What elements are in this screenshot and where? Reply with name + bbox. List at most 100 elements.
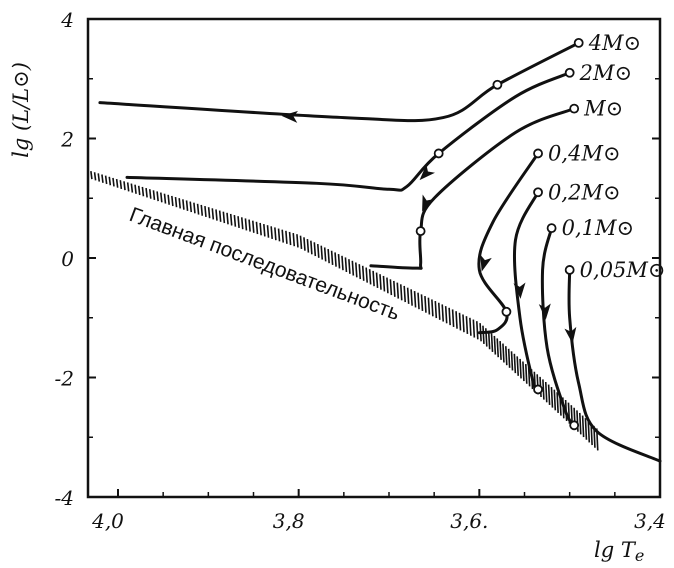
main-sequence-hatch: [123, 181, 126, 191]
main-sequence-hatch: [337, 254, 341, 269]
main-sequence-hatch: [303, 237, 306, 251]
track-arrow: [564, 326, 577, 344]
track-marker: [433, 148, 444, 159]
main-sequence-hatch: [475, 321, 479, 340]
main-sequence-hatch: [104, 175, 108, 185]
main-sequence-hatch: [341, 255, 344, 271]
track-marker: [546, 223, 557, 234]
main-sequence-hatch: [259, 222, 262, 236]
main-sequence-hatch: [288, 231, 292, 246]
evolutionary-tracks: 4M⊙ 2M⊙ M⊙ 0,4M⊙ 0,2M⊙ 0,1M⊙ 0,05M⊙: [98, 31, 666, 463]
main-sequence-hatch: [145, 187, 148, 198]
track-6: 0,05M⊙: [564, 258, 666, 463]
track-marker: [564, 67, 575, 78]
track-mass-label: 0,1M⊙: [562, 216, 635, 240]
track-5: 0,1M⊙: [538, 216, 635, 431]
main-sequence-hatch: [424, 295, 427, 313]
main-sequence-hatch: [306, 238, 310, 253]
track-line: [540, 226, 576, 427]
main-sequence-hatch: [130, 183, 134, 193]
main-sequence-hatch: [444, 306, 448, 324]
main-sequence-hatch: [240, 217, 244, 230]
main-sequence-hatch: [285, 230, 288, 244]
main-sequence-hatch: [229, 213, 233, 226]
main-sequence-hatch: [434, 301, 438, 319]
main-sequence-hatch: [393, 280, 396, 297]
main-sequence-hatch: [472, 319, 476, 338]
track-marker: [492, 79, 503, 90]
main-sequence-hatch: [431, 299, 434, 317]
track-0: 4M⊙: [98, 31, 641, 123]
main-sequence-hatch: [396, 282, 400, 299]
main-sequence-hatch: [487, 330, 491, 350]
main-sequence-hatch: [406, 287, 410, 304]
main-sequence-hatch: [200, 204, 204, 216]
main-sequence-hatch: [174, 196, 178, 208]
main-sequence-hatch: [413, 290, 417, 308]
track-line: [477, 151, 540, 335]
track-marker: [533, 187, 543, 198]
main-sequence-hatch: [451, 309, 455, 327]
main-sequence-hatch: [218, 210, 222, 222]
main-sequence-hatch: [507, 348, 511, 368]
track-line: [98, 41, 581, 123]
main-sequence-hatch: [556, 392, 559, 413]
main-sequence-hatch: [584, 418, 588, 440]
track-arrow: [281, 110, 298, 123]
main-sequence-hatch: [281, 229, 285, 243]
main-sequence-hatch: [389, 279, 393, 296]
main-sequence-hatch: [163, 193, 167, 204]
track-marker: [533, 148, 543, 159]
main-sequence-label: Главная последовательность: [126, 203, 403, 325]
y-tick-label: 0: [61, 247, 74, 271]
main-sequence-hatch: [504, 346, 508, 366]
main-sequence-hatch: [513, 353, 517, 374]
main-sequence-hatch: [465, 316, 469, 335]
track-mass-label: 4M⊙: [588, 31, 641, 55]
main-sequence-hatch: [358, 264, 362, 280]
main-sequence-hatch: [496, 338, 500, 358]
main-sequence-hatch: [248, 219, 251, 232]
main-sequence-hatch: [215, 209, 218, 221]
main-sequence-hatch: [502, 343, 505, 363]
main-sequence-hatch: [410, 289, 413, 306]
x-tick-label: 3,4: [634, 509, 666, 533]
x-tick-label: 3,6.: [450, 509, 488, 533]
main-sequence-hatch: [126, 182, 130, 192]
main-sequence-hatch: [330, 250, 334, 265]
track-marker: [569, 420, 580, 431]
main-sequence-hatch: [462, 314, 465, 333]
main-sequence-hatch: [137, 185, 141, 196]
main-sequence-hatch: [160, 192, 163, 203]
main-sequence-hatch: [112, 177, 115, 187]
track-arrow: [419, 164, 436, 181]
main-sequence-hatch: [365, 267, 368, 283]
main-sequence-hatch: [375, 272, 379, 288]
main-sequence-hatch: [277, 228, 281, 242]
main-sequence-hatch: [351, 260, 355, 276]
x-axis-label: lg Te: [594, 538, 644, 565]
track-arrow: [422, 194, 434, 212]
main-sequence-hatch: [299, 235, 303, 250]
main-sequence-hatch: [119, 180, 123, 189]
main-sequence-hatch: [587, 420, 591, 443]
main-sequence-hatch: [550, 387, 554, 408]
track-line: [125, 71, 572, 192]
track-marker: [501, 306, 512, 317]
main-sequence-hatch: [148, 189, 152, 199]
track-marker: [573, 38, 584, 48]
main-sequence-hatch: [455, 311, 458, 329]
main-sequence-hatch: [542, 379, 545, 400]
main-sequence-hatch: [263, 224, 266, 237]
track-line: [567, 268, 662, 463]
y-tick-label: 2: [60, 128, 74, 152]
main-sequence-hatch: [427, 297, 431, 315]
main-sequence-hatch: [379, 274, 382, 290]
main-sequence-hatch: [493, 335, 497, 355]
main-sequence-hatch: [244, 218, 248, 231]
main-sequence-hatch: [237, 216, 240, 229]
main-sequence-hatch: [97, 173, 101, 182]
track-marker: [569, 103, 580, 114]
track-2: M⊙: [369, 97, 623, 270]
